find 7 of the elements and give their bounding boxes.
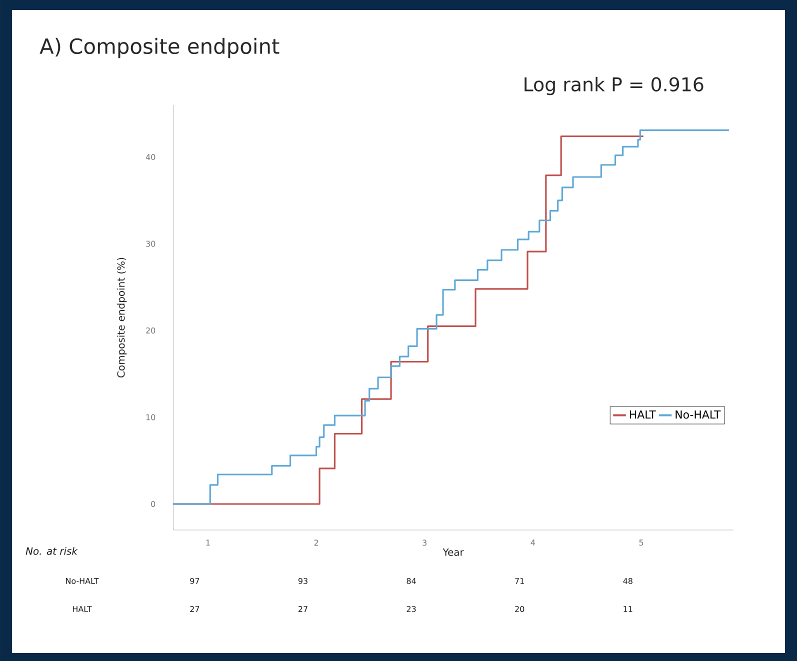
text: Log rank P = 0.916 bbox=[524, 76, 704, 96]
chart-title: A) Composite endpoint bbox=[40, 38, 280, 58]
y-axis-title: Composite endpoint (%) bbox=[117, 258, 127, 378]
text: No. at risk bbox=[26, 547, 78, 555]
x-axis-title: Year bbox=[442, 548, 464, 556]
legend-label: HALT bbox=[630, 410, 656, 419]
legend-label: No-HALT bbox=[676, 410, 721, 419]
